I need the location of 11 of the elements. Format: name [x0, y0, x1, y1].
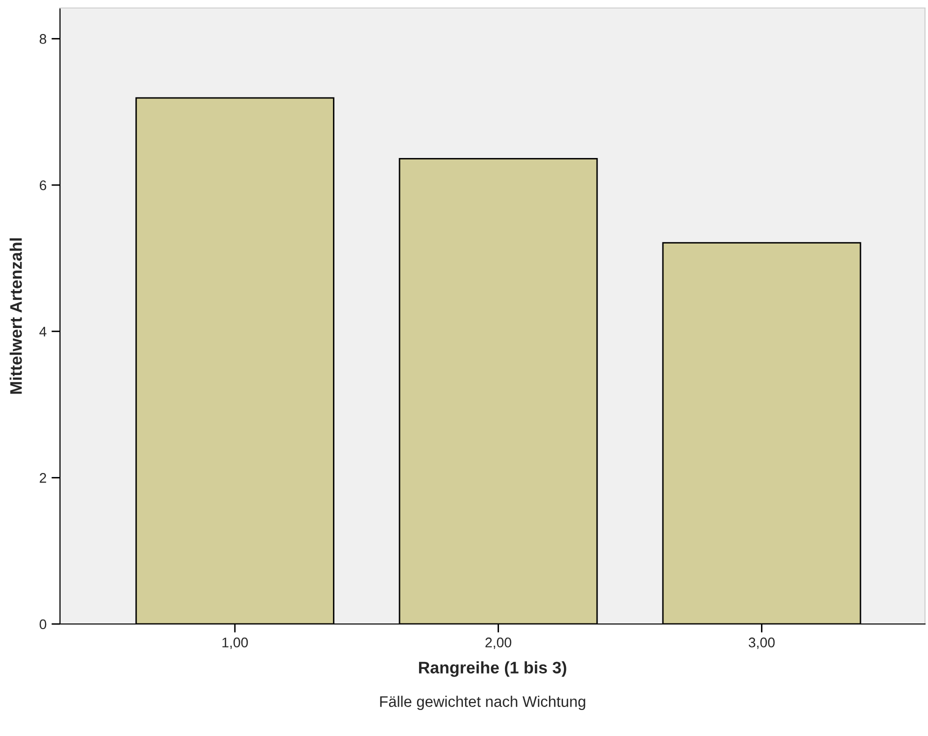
y-tick-label: 2 — [40, 473, 46, 483]
x-tick-label: 2,00 — [485, 638, 512, 650]
x-axis-title: Rangreihe (1 bis 3) — [419, 661, 566, 677]
x-tick-label: 1,00 — [222, 638, 248, 650]
x-tick-label: 3,00 — [748, 638, 775, 650]
y-tick-label: 0 — [40, 619, 46, 630]
text: Fälle gewichtet nach Wichtung — [380, 696, 586, 710]
y-tick-label: 6 — [40, 180, 46, 190]
y-tick-label: 8 — [40, 34, 46, 44]
y-tick-label: 4 — [39, 326, 46, 336]
y-axis-title: Mittelwert Artenzahl — [10, 238, 22, 394]
